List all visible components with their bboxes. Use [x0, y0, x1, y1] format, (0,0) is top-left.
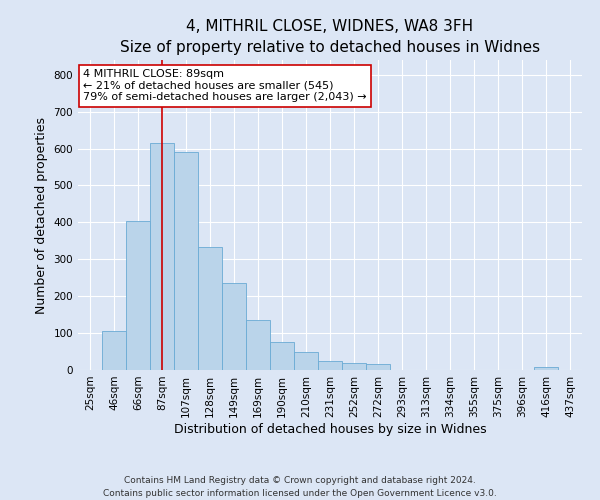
Bar: [318, 361, 342, 370]
Text: 4 MITHRIL CLOSE: 89sqm
← 21% of detached houses are smaller (545)
79% of semi-de: 4 MITHRIL CLOSE: 89sqm ← 21% of detached…: [83, 70, 367, 102]
Bar: [366, 364, 390, 370]
Bar: [102, 331, 126, 370]
Bar: [534, 367, 558, 370]
Y-axis label: Number of detached properties: Number of detached properties: [35, 116, 48, 314]
Bar: [174, 152, 198, 370]
Bar: [246, 320, 270, 370]
Title: 4, MITHRIL CLOSE, WIDNES, WA8 3FH
Size of property relative to detached houses i: 4, MITHRIL CLOSE, WIDNES, WA8 3FH Size o…: [120, 18, 540, 55]
X-axis label: Distribution of detached houses by size in Widnes: Distribution of detached houses by size …: [173, 422, 487, 436]
Bar: [198, 247, 222, 370]
Bar: [150, 143, 174, 370]
Bar: [126, 220, 150, 370]
Bar: [294, 352, 318, 370]
Bar: [270, 342, 294, 370]
Bar: [222, 282, 246, 370]
Bar: [342, 364, 366, 370]
Text: Contains HM Land Registry data © Crown copyright and database right 2024.
Contai: Contains HM Land Registry data © Crown c…: [103, 476, 497, 498]
